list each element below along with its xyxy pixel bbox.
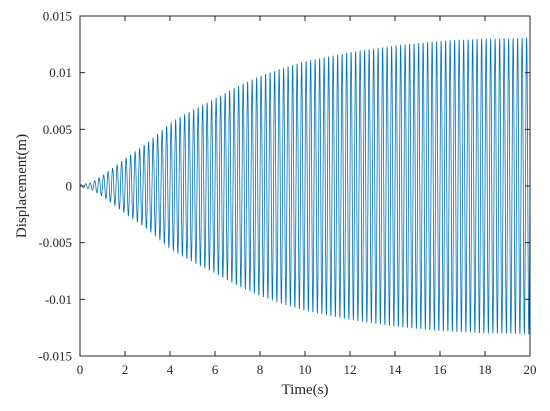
x-tick-label: 12: [344, 362, 357, 377]
y-tick-label: -0.005: [38, 235, 72, 250]
y-tick-label: 0.015: [43, 9, 72, 24]
y-tick-label: -0.015: [38, 349, 72, 364]
x-tick-label: 10: [299, 362, 312, 377]
x-tick-label: 8: [257, 362, 264, 377]
x-tick-label: 6: [212, 362, 219, 377]
x-tick-label: 0: [77, 362, 84, 377]
x-tick-label: 2: [122, 362, 129, 377]
y-axis-ticks: -0.015 -0.01 -0.005 0 0.005 0.01 0.015: [38, 9, 530, 364]
y-tick-label: -0.01: [45, 292, 72, 307]
y-tick-label: 0: [66, 179, 73, 194]
x-tick-label: 18: [479, 362, 492, 377]
x-axis-label: Time(s): [282, 382, 329, 398]
x-axis-ticks: 0 2 4 6 8 10 12 14 16 18 20: [77, 16, 537, 377]
y-tick-label: 0.005: [43, 122, 72, 137]
y-axis-label: Displacement(m): [14, 134, 30, 238]
plot-area: [79, 37, 531, 335]
x-tick-label: 14: [389, 362, 403, 377]
x-tick-label: 4: [167, 362, 174, 377]
displacement-series-line: [79, 37, 531, 335]
x-tick-label: 16: [434, 362, 448, 377]
x-tick-label: 20: [524, 362, 537, 377]
y-tick-label: 0.01: [49, 65, 72, 80]
